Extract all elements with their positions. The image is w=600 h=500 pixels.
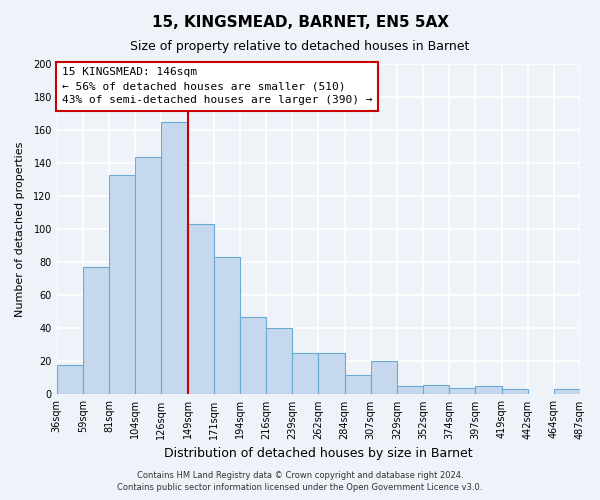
Bar (83, 267, 109, 394)
Bar (397, 386, 423, 394)
Bar (554, 390, 580, 394)
Text: 15 KINGSMEAD: 146sqm
← 56% of detached houses are smaller (510)
43% of semi-deta: 15 KINGSMEAD: 146sqm ← 56% of detached h… (62, 68, 373, 106)
Bar (502, 390, 527, 394)
Bar (292, 353, 319, 395)
Bar (161, 122, 188, 394)
Bar (319, 353, 344, 395)
Bar (135, 156, 161, 394)
Bar (423, 384, 449, 394)
Bar (109, 174, 135, 394)
Bar (344, 374, 371, 394)
Bar (371, 362, 397, 394)
Bar (240, 317, 266, 394)
Bar (266, 328, 292, 394)
Bar (449, 388, 475, 394)
Bar (56, 364, 83, 394)
Text: Contains HM Land Registry data © Crown copyright and database right 2024.
Contai: Contains HM Land Registry data © Crown c… (118, 471, 482, 492)
X-axis label: Distribution of detached houses by size in Barnet: Distribution of detached houses by size … (164, 447, 473, 460)
Bar (188, 224, 214, 394)
Y-axis label: Number of detached properties: Number of detached properties (15, 142, 25, 317)
Text: 15, KINGSMEAD, BARNET, EN5 5AX: 15, KINGSMEAD, BARNET, EN5 5AX (151, 15, 449, 30)
Text: Size of property relative to detached houses in Barnet: Size of property relative to detached ho… (130, 40, 470, 53)
Bar (214, 258, 240, 394)
Bar (475, 386, 502, 394)
